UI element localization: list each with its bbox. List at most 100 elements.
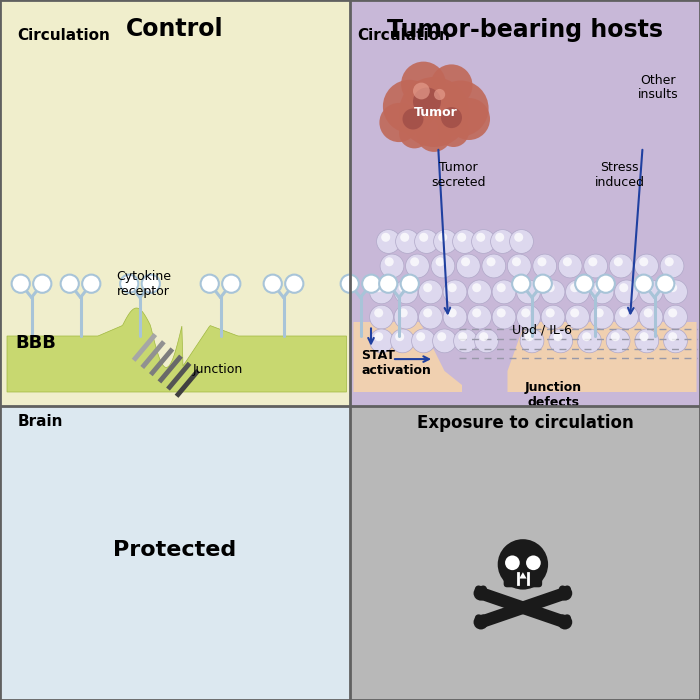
Circle shape [664,329,687,353]
Circle shape [520,329,544,353]
Circle shape [385,258,393,266]
Circle shape [609,254,633,278]
Circle shape [640,332,648,341]
Circle shape [590,280,614,304]
Circle shape [482,254,505,278]
Circle shape [541,305,565,329]
Circle shape [533,274,552,293]
Circle shape [395,230,419,253]
Circle shape [620,309,628,317]
Circle shape [570,284,579,292]
Circle shape [370,329,393,353]
Circle shape [383,80,436,133]
Circle shape [374,332,383,341]
Circle shape [400,233,410,242]
Circle shape [596,274,615,293]
Circle shape [554,332,562,341]
Circle shape [606,329,630,353]
Circle shape [434,89,445,100]
Circle shape [525,332,533,341]
Circle shape [394,305,418,329]
Circle shape [441,107,462,128]
Circle shape [595,284,603,292]
Circle shape [611,332,620,341]
Circle shape [405,254,429,278]
Circle shape [639,258,648,266]
Circle shape [517,305,540,329]
Circle shape [492,280,516,304]
Circle shape [402,108,423,130]
Text: Control: Control [126,18,224,41]
Circle shape [510,230,533,253]
Circle shape [639,305,663,329]
Circle shape [564,585,571,593]
Circle shape [401,62,446,106]
Circle shape [590,305,614,329]
Text: Brain: Brain [18,414,63,429]
Circle shape [424,284,432,292]
Circle shape [635,254,659,278]
Circle shape [380,254,404,278]
Circle shape [497,284,505,292]
Circle shape [341,274,359,293]
Text: Other
insults: Other insults [638,74,678,102]
Circle shape [374,309,383,317]
Circle shape [222,274,240,293]
Circle shape [538,258,547,266]
Text: Stress
induced: Stress induced [594,161,645,189]
Circle shape [377,230,400,253]
Circle shape [61,274,79,293]
Circle shape [533,254,557,278]
Circle shape [410,258,419,266]
Circle shape [374,284,383,292]
Bar [0,406,350,700]
Circle shape [400,274,419,293]
Circle shape [448,284,456,292]
Bar [350,406,700,700]
Circle shape [480,332,488,341]
Circle shape [492,305,516,329]
Circle shape [668,332,677,341]
Circle shape [512,274,531,293]
Circle shape [517,280,540,304]
Circle shape [522,309,530,317]
Circle shape [546,284,554,292]
Circle shape [399,77,469,147]
Circle shape [448,98,490,140]
Circle shape [416,332,425,341]
Circle shape [570,309,579,317]
Circle shape [564,615,571,622]
Circle shape [433,329,456,353]
Circle shape [399,309,407,317]
Circle shape [395,332,404,341]
Circle shape [664,280,687,304]
Circle shape [491,230,514,253]
Circle shape [461,258,470,266]
Circle shape [419,233,428,242]
Text: Tumor
secreted: Tumor secreted [431,161,486,189]
Circle shape [379,103,419,142]
Text: BBB: BBB [15,334,56,352]
Circle shape [582,332,591,341]
Circle shape [413,88,441,116]
Polygon shape [354,322,462,392]
Circle shape [575,274,594,293]
Text: Protected: Protected [113,540,237,559]
FancyBboxPatch shape [504,564,542,587]
Circle shape [399,118,430,148]
Circle shape [614,258,623,266]
Circle shape [508,254,531,278]
Text: Exposure to circulation: Exposure to circulation [416,414,634,433]
Circle shape [362,274,380,293]
Circle shape [370,305,393,329]
Bar [350,0,700,406]
Circle shape [566,280,589,304]
Circle shape [438,116,469,147]
Circle shape [468,305,491,329]
Circle shape [665,258,673,266]
Circle shape [424,309,432,317]
Circle shape [473,586,489,601]
Text: Tumor-bearing hosts: Tumor-bearing hosts [387,18,663,41]
Circle shape [644,309,652,317]
Circle shape [615,280,638,304]
